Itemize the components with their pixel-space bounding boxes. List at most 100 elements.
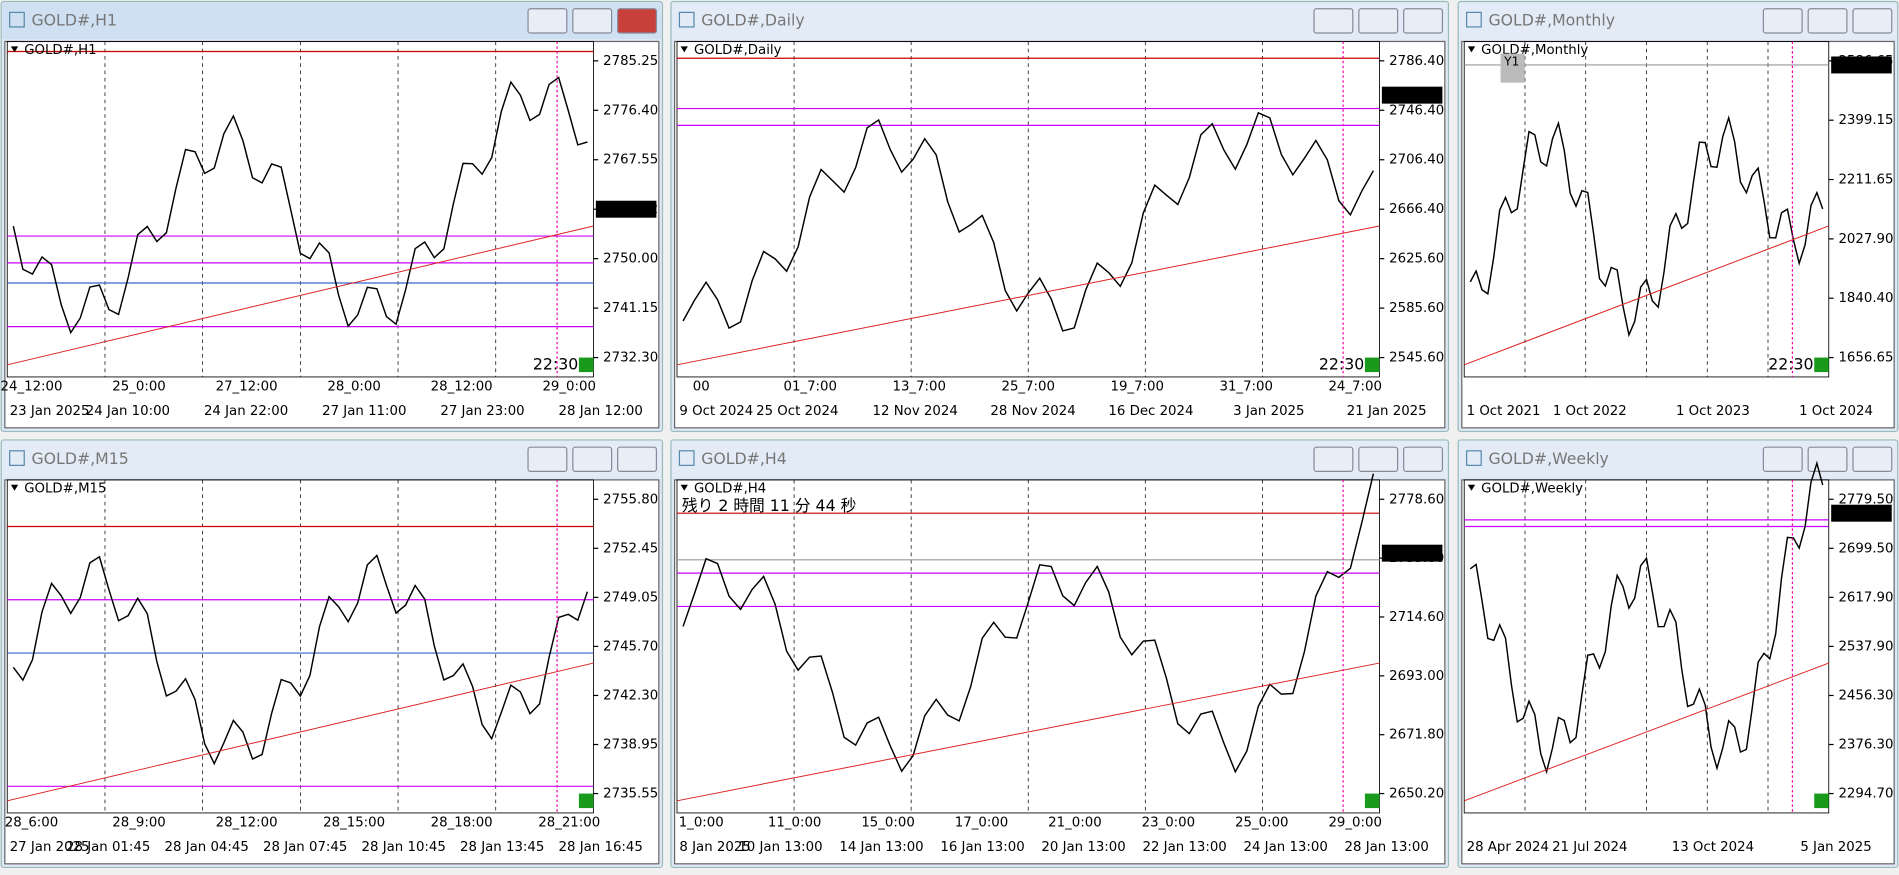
current-price-box: [1381, 544, 1443, 562]
window-title: GOLD#,Monthly: [1488, 10, 1615, 29]
window-max-button[interactable]: [572, 446, 613, 473]
time-label: 9 Oct 2024: [679, 404, 753, 419]
price-label: 2617.90: [1838, 590, 1893, 605]
price-label: 2376.30: [1838, 738, 1893, 753]
current-price-box: [1831, 56, 1892, 74]
symbol-arrow: [680, 46, 688, 53]
time-label-inner: 28_21:00: [538, 816, 600, 831]
status-indicator: [1814, 793, 1829, 809]
time-label-inner: 28_12:00: [216, 816, 278, 831]
time-label: 28 Jan 12:00: [559, 404, 643, 419]
time-label-inner: 28_0:00: [327, 380, 381, 395]
time-label-inner: 28_6:00: [5, 816, 59, 831]
symbol-arrow: [680, 484, 688, 491]
price-label: 2625.60: [1389, 252, 1444, 267]
chart-symbol-label: GOLD#,M15: [24, 481, 106, 496]
window-icon: [9, 450, 25, 466]
price-label: 2027.90: [1838, 232, 1893, 247]
window-min-button[interactable]: [1762, 8, 1803, 34]
price-label: 2749.05: [603, 590, 658, 605]
time-label: 22 Jan 13:00: [1142, 840, 1226, 855]
price-label: 2211.65: [1838, 173, 1893, 188]
price-label: 2741.15: [603, 301, 658, 316]
time-label-inner: 28_15:00: [323, 816, 385, 831]
trend-line: [7, 662, 594, 802]
price-label: 2786.40: [1389, 54, 1444, 69]
price-label: 2750.00: [603, 252, 658, 267]
chart-area: [1461, 40, 1895, 429]
price-label: 2537.90: [1838, 639, 1893, 654]
window-icon: [678, 11, 695, 28]
chart-window: GOLD#,H1 GOLD#,H1 22:30 2785.25 2776.40 2767.…: [1, 0, 664, 433]
time-label: 27 Jan 23:00: [440, 404, 524, 419]
time-label: 1 Oct 2023: [1676, 404, 1750, 419]
price-label: 2699.50: [1838, 541, 1893, 556]
time-label-inner: 28_9:00: [112, 816, 166, 831]
window-min-button[interactable]: [527, 446, 568, 473]
price-label: 2767.55: [603, 153, 658, 168]
window-max-button[interactable]: [1358, 446, 1399, 473]
time-label-inner: 15_0:00: [861, 816, 915, 831]
period-button[interactable]: [1500, 53, 1525, 83]
window-close-button[interactable]: [1852, 446, 1893, 473]
window-min-button[interactable]: [1313, 446, 1354, 473]
time-label-inner: 27_12:00: [216, 380, 278, 395]
time-label: 3 Jan 2025: [1233, 404, 1304, 419]
window-title: GOLD#,Weekly: [1488, 449, 1608, 468]
window-max-button[interactable]: [572, 8, 613, 34]
time-label-inner: 25_0:00: [112, 380, 166, 395]
price-label: 2742.30: [603, 688, 658, 703]
window-icon: [1466, 450, 1482, 466]
window-max-button[interactable]: [1358, 8, 1399, 34]
trend-line: [676, 225, 1380, 366]
time-marker: 22:30: [1768, 354, 1813, 373]
price-trace: [1469, 460, 1824, 775]
time-label: 23 Jan 2025: [10, 404, 90, 419]
symbol-arrow: [1467, 46, 1476, 53]
time-label-inner: 17_0:00: [955, 816, 1009, 831]
time-label-inner: 29_0:00: [1328, 816, 1381, 831]
current-price-box: [1831, 504, 1892, 522]
chart-window: GOLD#,M15 GOLD#,M15 2755.80 2752.45 2749.05 2…: [0, 439, 664, 869]
trend-line: [1464, 225, 1829, 366]
price-label: 2666.40: [1389, 202, 1444, 217]
window-close-button[interactable]: [1403, 446, 1444, 473]
trend-line: [676, 662, 1380, 802]
window-min-button[interactable]: [527, 8, 568, 34]
time-label: 14 Jan 13:00: [839, 840, 923, 855]
time-label: 12 Nov 2024: [873, 404, 958, 419]
window-title: GOLD#,H1: [31, 10, 117, 29]
time-label-inner: 21_0:00: [1048, 816, 1102, 831]
time-label-inner: 28_12:00: [431, 380, 493, 395]
window-close-button[interactable]: [617, 8, 658, 34]
window-min-button[interactable]: [1313, 8, 1354, 34]
chart-area: [673, 479, 1446, 865]
time-label: 28 Jan 13:00: [1345, 840, 1429, 855]
window-max-button[interactable]: [1807, 8, 1848, 34]
window-close-button[interactable]: [1403, 8, 1444, 34]
price-label: 2746.40: [1389, 103, 1444, 118]
window-close-button[interactable]: [1852, 8, 1893, 34]
status-indicator: [578, 357, 594, 373]
price-label: 1840.40: [1838, 291, 1893, 306]
time-label-inner: 00: [693, 380, 710, 395]
time-label: 27 Jan 11:00: [322, 404, 406, 419]
window-close-button[interactable]: [617, 446, 658, 473]
window-max-button[interactable]: [1807, 446, 1848, 473]
price-label: 2732.30: [603, 351, 658, 366]
price-trace: [12, 76, 588, 335]
time-label-inner: 11_0:00: [768, 816, 822, 831]
status-indicator: [1814, 357, 1829, 373]
time-label-inner: 23_0:00: [1142, 816, 1196, 831]
price-label: 2755.80: [603, 492, 658, 507]
chart-window: GOLD#,Daily GOLD#,Daily 22:30 2786.40 2746.4…: [670, 0, 1450, 433]
current-price: 2758.62: [1836, 58, 1891, 73]
time-label-inner: 13_7:00: [892, 380, 945, 395]
window-min-button[interactable]: [1762, 446, 1803, 473]
time-label: 28 Jan 01:45: [66, 840, 150, 855]
time-label: 1 Oct 2024: [1799, 404, 1873, 419]
window-title: GOLD#,M15: [31, 449, 128, 468]
price-trace: [1469, 115, 1824, 338]
price-label: 2735.55: [603, 787, 658, 802]
